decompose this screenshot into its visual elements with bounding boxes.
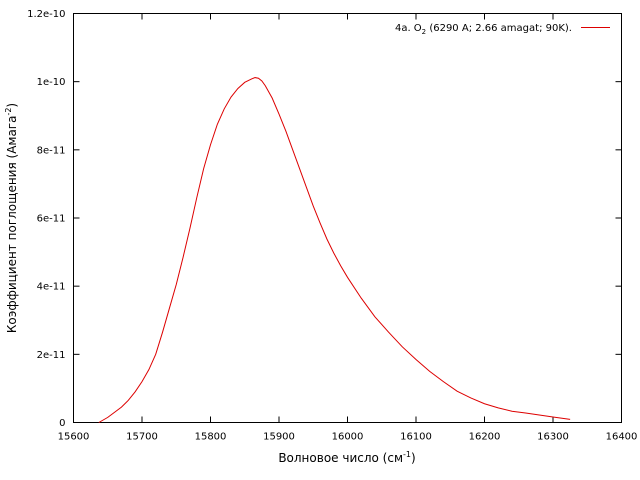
y-axis: 0 2e-11 4e-11 6e-11 8e-11 1e-10 1.2e-10 (27, 9, 622, 429)
y-axis-label: Коэффициент поглощения (Амага-2) (4, 103, 19, 333)
x-tick-label: 16100 (400, 432, 432, 443)
x-tick-label: 15800 (195, 432, 227, 443)
x-tick-label: 15900 (263, 432, 295, 443)
y-tick-label: 4e-11 (37, 282, 66, 293)
legend-label: 4a. O2 (6290 A; 2.66 amagat; 90K). (395, 23, 572, 36)
x-tick-label: 16400 (606, 432, 638, 443)
legend-label-sub: 2 (422, 28, 426, 36)
y-tick-label: 6e-11 (37, 214, 66, 225)
x-tick-label: 16200 (469, 432, 501, 443)
y-tick-label: 1e-10 (37, 77, 66, 88)
y-tick-label: 8e-11 (37, 145, 66, 156)
series-line (98, 77, 571, 423)
x-tick-label: 16000 (332, 432, 364, 443)
x-axis: 15600 15700 15800 15900 16000 16100 16200 16300… (58, 13, 638, 443)
x-tick-label: 16300 (537, 432, 569, 443)
y-tick-label: 0 (59, 418, 65, 429)
y-tick-label: 1.2e-10 (27, 9, 65, 20)
y-tick-label: 2e-11 (37, 350, 66, 361)
plot-frame (73, 13, 622, 423)
x-tick-label: 15700 (126, 432, 158, 443)
x-axis-label: Волновое число (см-1) (278, 450, 415, 465)
x-tick-label: 15600 (58, 432, 90, 443)
legend: 4a. O2 (6290 A; 2.66 amagat; 90K). (395, 23, 610, 36)
